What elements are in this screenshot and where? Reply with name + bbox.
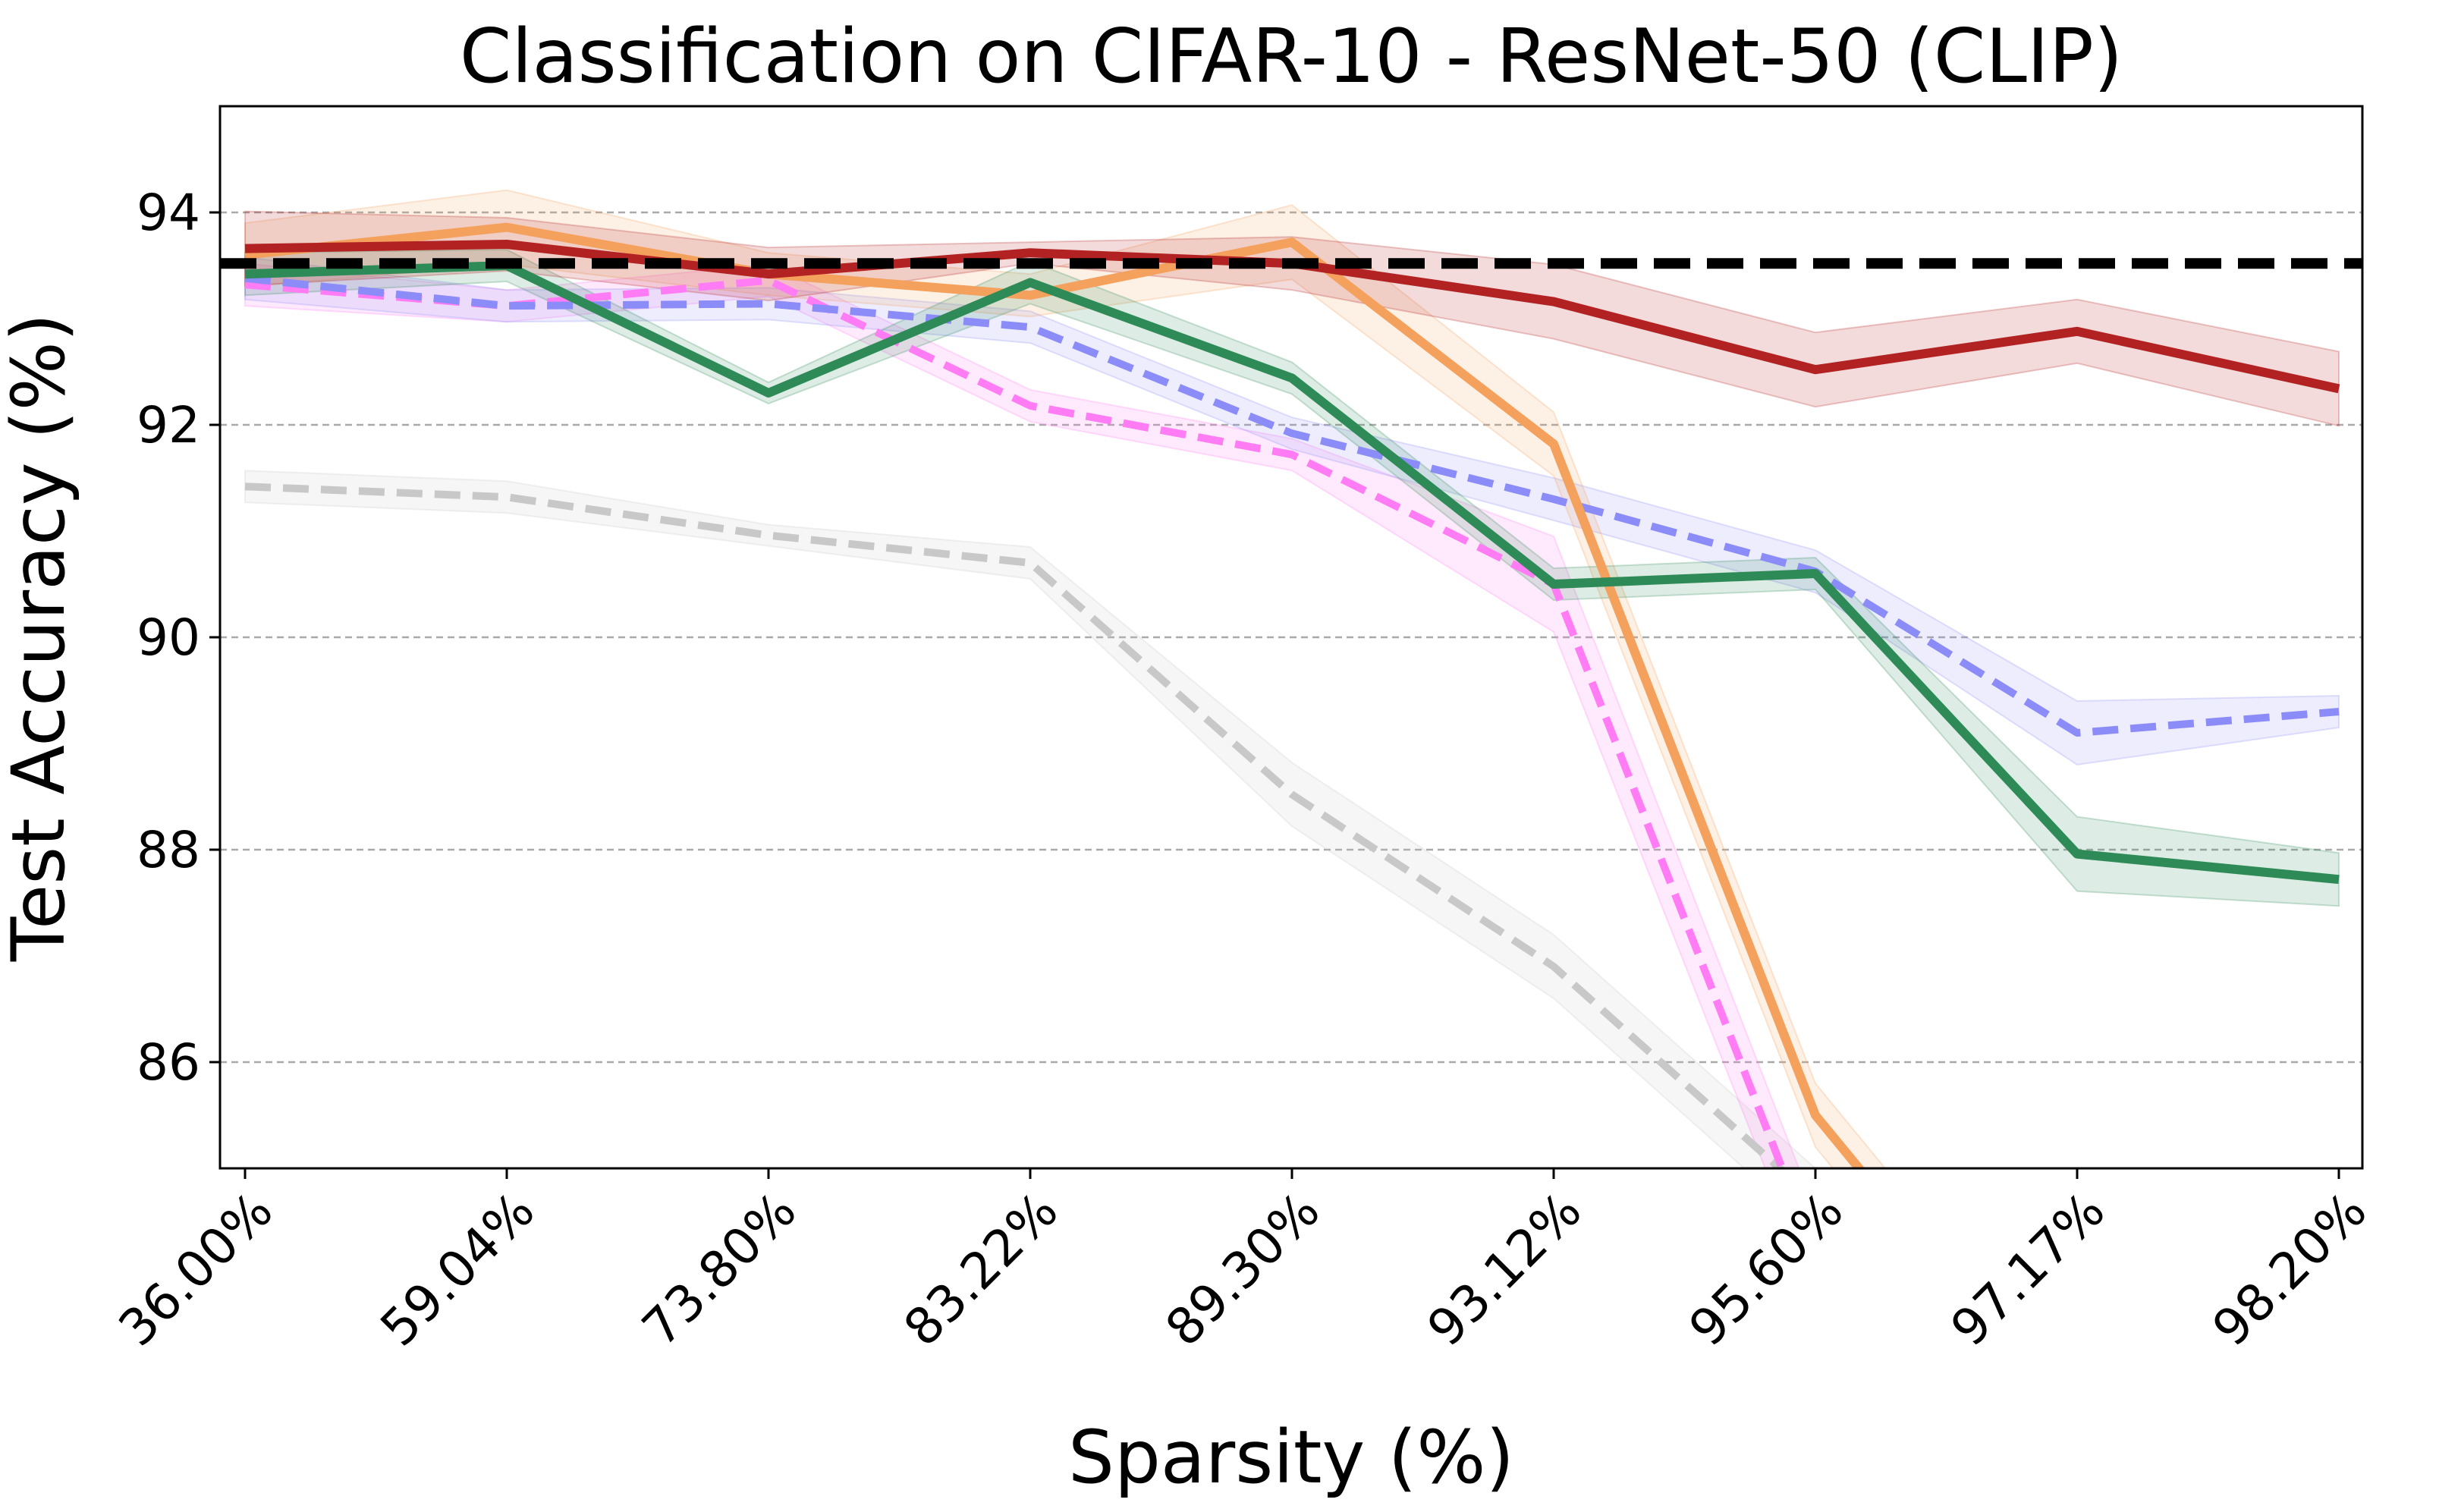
x-tick-label: 97.17% bbox=[1940, 1181, 2116, 1357]
y-axis: 86 88 90 92 94 bbox=[137, 184, 220, 1092]
series-band bbox=[244, 262, 1800, 1168]
series-line bbox=[244, 483, 1786, 1168]
x-axis-label: Sparsity (%) bbox=[1068, 1415, 1514, 1500]
x-axis: 36.00% 59.04% 73.80% 83.22% 89.30% 93.12% 95.6… bbox=[108, 1168, 2378, 1357]
y-tick-label: 90 bbox=[137, 608, 200, 667]
series-line bbox=[244, 222, 1865, 1168]
series-band bbox=[244, 256, 2340, 766]
x-tick-label: 73.80% bbox=[631, 1181, 807, 1357]
series-line bbox=[244, 276, 1787, 1168]
x-tick-label: 95.60% bbox=[1678, 1181, 1854, 1357]
x-tick-label: 98.20% bbox=[2202, 1181, 2378, 1357]
grid-layer bbox=[220, 211, 2362, 1064]
x-tick-label: 36.00% bbox=[108, 1181, 284, 1357]
x-tick-label: 93.12% bbox=[1416, 1181, 1592, 1357]
x-tick-label: 89.30% bbox=[1155, 1181, 1331, 1357]
series-line bbox=[244, 261, 2340, 885]
y-tick-label: 92 bbox=[137, 396, 200, 454]
x-tick-label: 59.04% bbox=[369, 1181, 545, 1357]
series-band bbox=[244, 470, 1816, 1168]
chart-title: Classification on CIFAR-10 - ResNet-50 (… bbox=[460, 14, 2123, 100]
y-tick-label: 88 bbox=[137, 821, 200, 879]
y-tick-label: 86 bbox=[137, 1033, 200, 1092]
y-axis-label: Test Accuracy (%) bbox=[0, 313, 81, 962]
x-tick-label: 83.22% bbox=[893, 1181, 1069, 1357]
y-tick-label: 94 bbox=[137, 184, 200, 242]
